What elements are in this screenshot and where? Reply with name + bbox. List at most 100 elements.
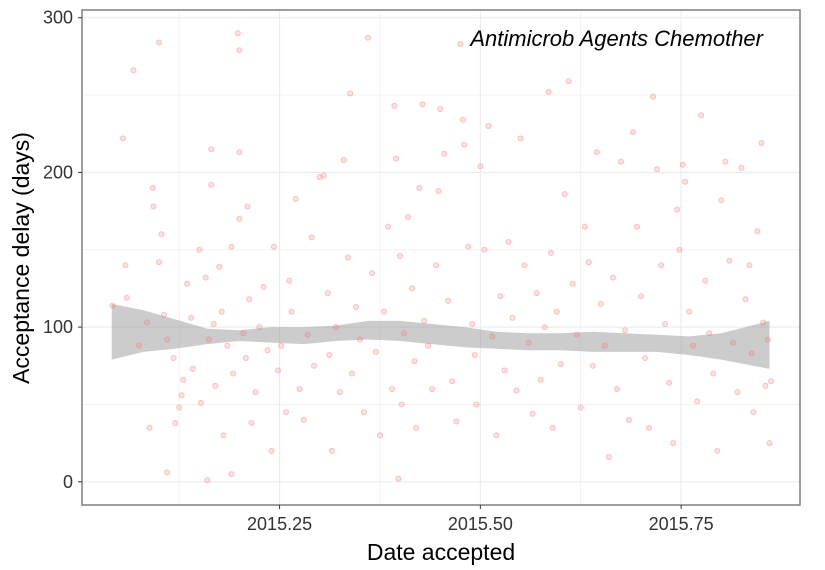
- data-point: [340, 156, 347, 163]
- data-point: [150, 203, 157, 210]
- data-point: [654, 166, 661, 173]
- data-point: [469, 320, 476, 327]
- data-point: [541, 324, 548, 331]
- data-point: [158, 231, 165, 238]
- data-point: [730, 339, 737, 346]
- smooth-band-group: [111, 303, 770, 369]
- data-point: [565, 78, 572, 85]
- data-point: [236, 149, 243, 156]
- data-point: [433, 262, 440, 269]
- data-point: [589, 362, 596, 369]
- data-point: [360, 409, 367, 416]
- data-point: [189, 365, 196, 372]
- data-point: [465, 243, 472, 250]
- panel-border: [81, 9, 801, 506]
- data-point: [109, 302, 116, 309]
- journal-annotation: Antimicrob Agents Chemother: [468, 26, 764, 51]
- data-point: [388, 385, 395, 392]
- data-point: [208, 181, 215, 188]
- data-point: [634, 223, 641, 230]
- data-point: [569, 280, 576, 287]
- data-point: [509, 314, 516, 321]
- data-point: [218, 308, 225, 315]
- confidence-band: [111, 303, 770, 369]
- data-point: [437, 106, 444, 113]
- data-point: [135, 342, 142, 349]
- data-point: [441, 150, 448, 157]
- data-point: [537, 376, 544, 383]
- data-point: [521, 262, 528, 269]
- data-point: [326, 351, 333, 358]
- data-point: [762, 382, 769, 389]
- data-point: [234, 30, 241, 37]
- data-point: [156, 259, 163, 266]
- data-point: [202, 274, 209, 281]
- data-point: [497, 293, 504, 300]
- data-point: [401, 330, 408, 337]
- data-point: [658, 262, 665, 269]
- data-point: [746, 262, 753, 269]
- x-tick-label: 2015.50: [448, 514, 513, 534]
- data-point: [429, 385, 436, 392]
- x-axis-ticks: 2015.25 2015.50 2015.75: [247, 505, 714, 534]
- data-point: [471, 351, 478, 358]
- data-point: [714, 447, 721, 454]
- data-point: [629, 129, 636, 136]
- data-point: [416, 184, 423, 191]
- data-point: [646, 424, 653, 431]
- data-point: [274, 367, 281, 374]
- data-point: [642, 354, 649, 361]
- data-point: [758, 139, 765, 146]
- y-tick-label: 0: [63, 472, 73, 492]
- data-point: [120, 135, 127, 142]
- data-point: [268, 447, 275, 454]
- data-point: [236, 215, 243, 222]
- data-point: [557, 361, 564, 368]
- y-axis-ticks: 0 100 200 300: [43, 8, 82, 492]
- data-point: [621, 327, 628, 334]
- data-point: [278, 342, 285, 349]
- data-point: [445, 297, 452, 304]
- data-point: [164, 336, 171, 343]
- x-axis-title: Date accepted: [367, 539, 515, 565]
- data-point: [288, 308, 295, 315]
- data-point: [172, 419, 179, 426]
- panel-background: [82, 10, 800, 505]
- data-point: [384, 223, 391, 230]
- data-point: [246, 296, 253, 303]
- data-point: [605, 453, 612, 460]
- data-point: [344, 254, 351, 261]
- data-point: [380, 308, 387, 315]
- data-point: [160, 311, 167, 318]
- data-point: [197, 399, 204, 406]
- data-point: [573, 331, 580, 338]
- data-point: [485, 123, 492, 130]
- data-point: [435, 187, 442, 194]
- data-point: [545, 89, 552, 96]
- data-point: [122, 262, 129, 269]
- data-point: [601, 342, 608, 349]
- data-point: [457, 41, 464, 48]
- data-point: [674, 206, 681, 213]
- data-points: [109, 30, 775, 484]
- data-point: [411, 358, 418, 365]
- data-point: [577, 404, 584, 411]
- data-point: [296, 385, 303, 392]
- data-point: [156, 39, 163, 46]
- data-point: [328, 447, 335, 454]
- data-point: [270, 243, 277, 250]
- data-point: [768, 378, 775, 385]
- data-point: [149, 184, 156, 191]
- data-point: [292, 195, 299, 202]
- data-point: [368, 269, 375, 276]
- data-point: [650, 93, 657, 100]
- x-tick-label: 2015.25: [247, 514, 312, 534]
- data-point: [529, 410, 536, 417]
- data-point: [196, 246, 203, 253]
- data-point: [533, 290, 540, 297]
- data-point: [228, 471, 235, 478]
- data-point: [228, 243, 235, 250]
- y-tick-label: 100: [43, 317, 73, 337]
- data-point: [176, 404, 183, 411]
